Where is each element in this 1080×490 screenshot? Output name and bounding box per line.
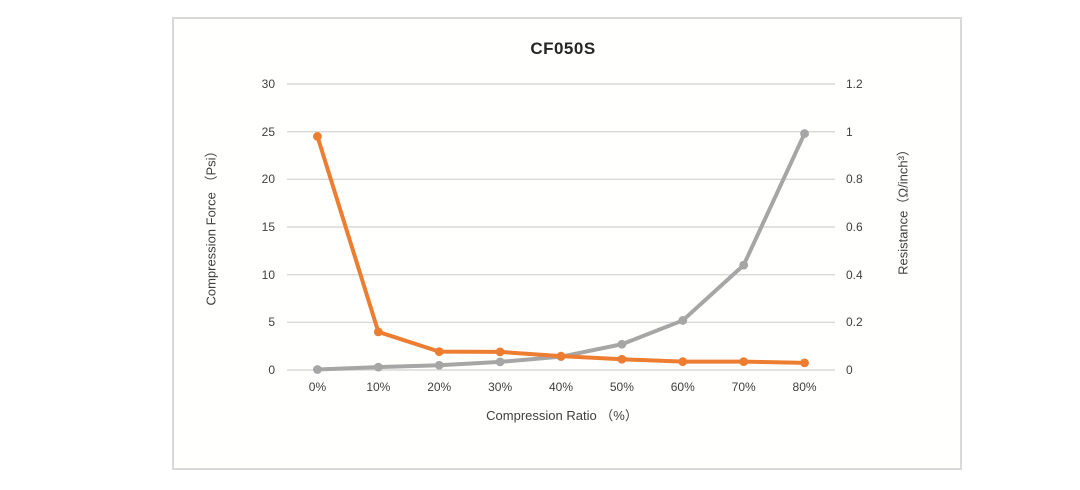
right-tick-label: 1 (846, 124, 853, 139)
right-tick-label: 0.2 (846, 315, 863, 330)
data-point-marker (495, 347, 505, 357)
left-tick-label: 15 (261, 220, 275, 234)
data-point-marker (678, 316, 688, 325)
x-tick-label: 80% (792, 380, 817, 394)
x-tick-label: 30% (488, 380, 513, 394)
chart-title: CF050S (530, 39, 596, 58)
left-axis-title: Compression Force （Psi） (203, 144, 219, 306)
x-axis-title: Compression Ratio （%） (486, 408, 638, 423)
left-tick-label: 0 (268, 363, 275, 377)
left-tick-label: 10 (261, 267, 275, 282)
right-tick-label: 1.2 (846, 77, 863, 91)
data-point-marker (373, 362, 383, 372)
chart-frame: CF050S Compression Force （Psi） Resistanc… (172, 17, 962, 470)
data-point-marker (434, 360, 444, 370)
left-tick-label: 30 (261, 77, 275, 91)
x-tick-label: 0% (308, 380, 327, 394)
plot-area (287, 83, 835, 374)
x-tick-label: 20% (427, 380, 452, 394)
data-point-marker (800, 129, 809, 138)
x-tick-label: 50% (609, 380, 634, 394)
right-tick-label: 0.8 (846, 172, 863, 187)
right-tick-label: 0.6 (846, 220, 863, 234)
data-point-marker (739, 357, 749, 367)
x-tick-label: 70% (731, 380, 756, 394)
x-tick-label: 60% (670, 380, 695, 394)
data-point-marker (373, 327, 383, 337)
right-tick-label: 0 (846, 363, 853, 377)
data-point-marker (556, 351, 566, 361)
data-point-marker (313, 132, 322, 141)
data-point-marker (739, 260, 749, 270)
right-axis-title: Resistance（Ω/inch³） (895, 143, 911, 275)
data-point-marker (313, 365, 322, 374)
data-point-marker (800, 358, 809, 368)
data-point-marker (434, 347, 444, 357)
left-tick-label: 25 (261, 124, 275, 139)
left-tick-label: 20 (261, 172, 275, 187)
data-point-marker (617, 354, 627, 364)
left-tick-label: 5 (268, 315, 275, 330)
x-tick-label: 40% (548, 380, 574, 394)
right-tick-label: 0.4 (846, 267, 863, 282)
data-point-marker (617, 339, 627, 349)
data-point-marker (678, 357, 688, 367)
data-point-marker (495, 357, 505, 367)
series-line-resistance (315, 134, 807, 365)
x-tick-label: 10% (366, 380, 391, 394)
